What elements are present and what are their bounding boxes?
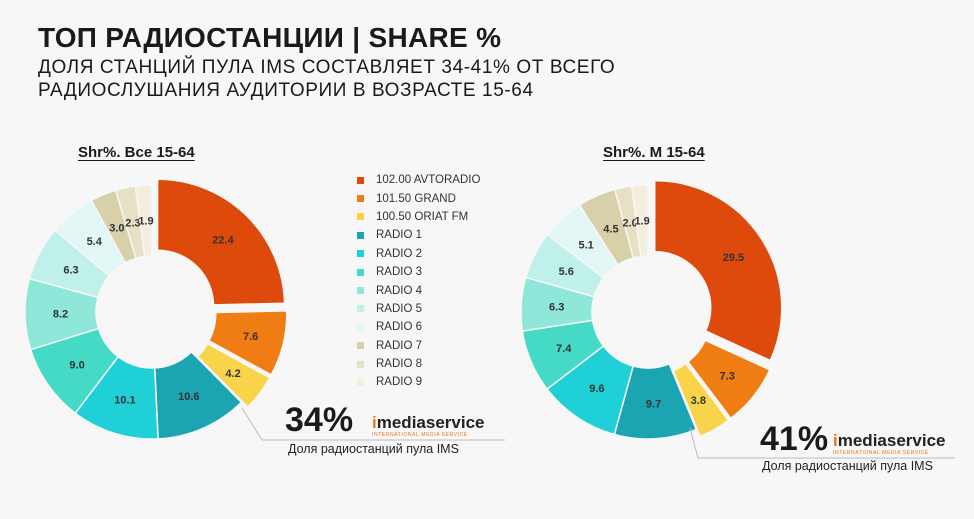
legend-swatch xyxy=(357,378,364,386)
slice-label: 10.1 xyxy=(114,394,135,406)
page-subtitle: ДОЛЯ СТАНЦИЙ ПУЛА IMS СОСТАВЛЯЕТ 34-41% … xyxy=(38,57,616,101)
legend-label: RADIO 8 xyxy=(376,358,423,371)
legend-label: RADIO 7 xyxy=(376,339,423,352)
chart-left-title: Shr%. Все 15-64 xyxy=(78,144,195,161)
pool-caption-all: Доля радиостанций пула IMS xyxy=(288,442,459,456)
legend-swatch xyxy=(357,213,364,221)
donut-slice xyxy=(630,184,649,258)
mediaservice-logo: imediaservice INTERNATIONAL MEDIA SERVIC… xyxy=(372,413,484,438)
pool-pointer-line xyxy=(241,407,505,441)
logo-tagline: INTERNATIONAL MEDIA SERVICE xyxy=(833,450,929,456)
logo-accent: i xyxy=(833,431,838,450)
slice-label: 5.1 xyxy=(579,240,594,252)
legend-item: 102.00 AVTORADIO xyxy=(357,171,480,189)
logo-name: mediaservice xyxy=(837,431,946,450)
legend-swatch xyxy=(357,268,364,276)
legend-label: 100.50 ORIAT FM xyxy=(376,210,469,223)
slice-label: 29.5 xyxy=(723,252,744,264)
legend-swatch xyxy=(357,287,364,295)
slice-label: 6.3 xyxy=(63,264,78,276)
pool-caption-men: Доля радиостанций пула IMS xyxy=(762,459,933,473)
legend-item: RADIO 7 xyxy=(357,337,480,355)
legend-item: RADIO 9 xyxy=(357,373,480,391)
slice-label: 3.0 xyxy=(109,222,124,234)
slice-label: 1.9 xyxy=(634,216,649,228)
legend-label: RADIO 6 xyxy=(376,321,423,334)
slice-label: 2.0 xyxy=(622,217,637,229)
legend-label: RADIO 2 xyxy=(376,247,423,260)
slice-label: 4.2 xyxy=(225,368,240,380)
donut-slice xyxy=(207,310,288,376)
slice-label: 6.3 xyxy=(549,301,564,313)
legend-label: RADIO 4 xyxy=(376,284,423,297)
legend-item: 100.50 ORIAT FM xyxy=(357,208,480,226)
legend-item: 101.50 GRAND xyxy=(357,189,480,207)
legend-item: RADIO 3 xyxy=(357,263,480,281)
logo-tagline: INTERNATIONAL MEDIA SERVICE xyxy=(372,432,468,438)
legend-label: 102.00 AVTORADIO xyxy=(376,174,481,187)
slice-label: 9.7 xyxy=(646,398,661,410)
slice-label: 4.5 xyxy=(603,223,618,235)
legend-swatch xyxy=(357,342,364,350)
logo-accent: i xyxy=(372,413,377,432)
slice-label: 3.8 xyxy=(691,395,706,407)
legend-label: 101.50 GRAND xyxy=(376,192,456,205)
slice-label: 9.6 xyxy=(589,383,604,395)
page-title: ТОП РАДИОСТАНЦИИ | SHARE % xyxy=(38,22,502,53)
slice-label: 22.4 xyxy=(212,234,234,246)
legend-swatch xyxy=(357,176,364,184)
legend-item: RADIO 4 xyxy=(357,281,480,299)
slice-label: 5.4 xyxy=(87,236,103,248)
donut-slice xyxy=(134,184,153,258)
slice-label: 10.6 xyxy=(178,391,199,403)
donut-slice xyxy=(686,339,771,420)
legend-item: RADIO 8 xyxy=(357,355,480,373)
slice-label: 7.6 xyxy=(243,331,258,343)
donut-slice xyxy=(156,178,286,306)
legend-swatch xyxy=(357,360,364,368)
legend-item: RADIO 6 xyxy=(357,318,480,336)
pool-pointer-line xyxy=(689,427,955,459)
pool-share-men: 41% xyxy=(760,420,829,458)
pool-share-all: 34% xyxy=(285,401,354,439)
legend-label: RADIO 1 xyxy=(376,229,423,242)
legend-item: RADIO 2 xyxy=(357,245,480,263)
donut-slice xyxy=(672,362,730,438)
chart-right-title: Shr%. М 15-64 xyxy=(603,144,705,161)
slice-label: 9.0 xyxy=(69,359,84,371)
legend-swatch xyxy=(357,195,364,203)
legend-swatch xyxy=(357,250,364,258)
slice-label: 5.6 xyxy=(559,266,574,278)
logo-name: mediaservice xyxy=(376,413,485,432)
chart-legend: 102.00 AVTORADIO 101.50 GRAND 100.50 ORIAT… xyxy=(357,171,480,392)
legend-label: RADIO 3 xyxy=(376,266,423,279)
donut-slice xyxy=(653,179,783,362)
legend-label: RADIO 9 xyxy=(376,376,423,389)
legend-swatch xyxy=(357,231,364,239)
slice-label: 7.3 xyxy=(720,371,735,383)
slice-label: 2.3 xyxy=(125,218,140,230)
legend-item: RADIO 5 xyxy=(357,300,480,318)
slice-label: 7.4 xyxy=(556,343,572,355)
slice-label: 8.2 xyxy=(53,309,68,321)
legend-swatch xyxy=(357,323,364,331)
donut-slice xyxy=(196,342,271,409)
mediaservice-logo-right: imediaservice INTERNATIONAL MEDIA SERVIC… xyxy=(833,431,945,456)
slice-label: 1.9 xyxy=(138,216,153,228)
legend-label: RADIO 5 xyxy=(376,302,423,315)
legend-item: RADIO 1 xyxy=(357,226,480,244)
legend-swatch xyxy=(357,305,364,313)
